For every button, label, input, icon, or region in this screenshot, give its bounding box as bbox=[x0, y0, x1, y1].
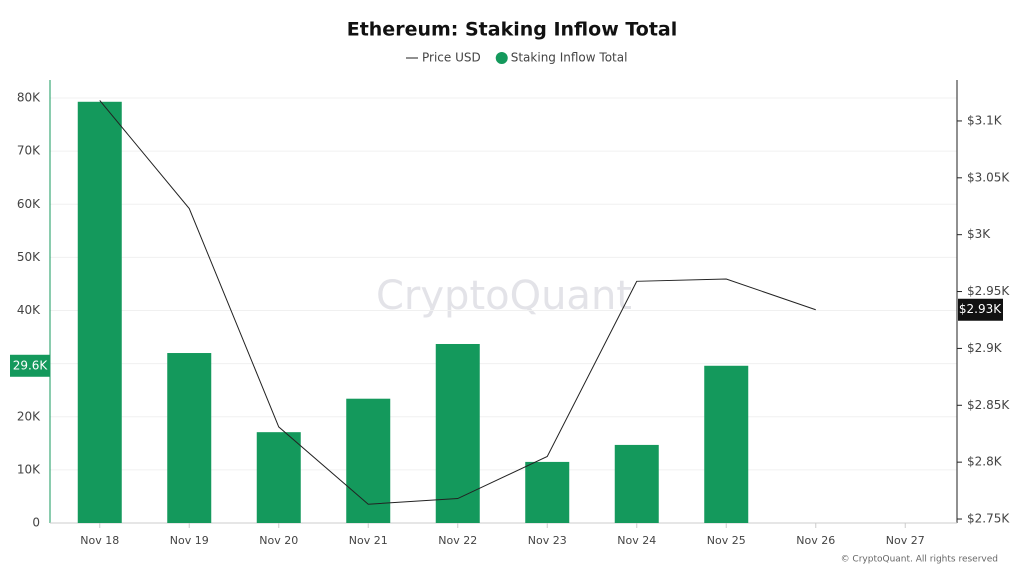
legend-label: Staking Inflow Total bbox=[511, 51, 628, 65]
x-tick-label: Nov 23 bbox=[528, 534, 567, 547]
legend-dot bbox=[495, 52, 508, 64]
y2-tick-label: $3.05K bbox=[967, 170, 1010, 184]
y2-tick-label: $2.8K bbox=[967, 455, 1003, 469]
legend: Price USD Staking Inflow Total bbox=[406, 51, 627, 65]
bar bbox=[167, 353, 212, 523]
y-tick-label: 60K bbox=[17, 197, 41, 211]
legend-label: Price USD bbox=[422, 51, 481, 65]
x-tick-label: Nov 21 bbox=[349, 534, 388, 547]
footer: © CryptoQuant. All rights reserved bbox=[841, 555, 998, 565]
price-line bbox=[99, 100, 816, 505]
axis-value-label: $2.93K bbox=[959, 302, 1002, 316]
y-tick-label: 80K bbox=[17, 91, 41, 105]
x-tick-label: Nov 26 bbox=[796, 534, 835, 547]
x-tick-label: Nov 18 bbox=[80, 534, 119, 547]
axis-value-label: 29.6K bbox=[13, 358, 49, 372]
bar bbox=[77, 101, 122, 524]
watermark: CryptoQuant bbox=[376, 273, 632, 319]
y-tick-label: 70K bbox=[17, 144, 41, 158]
y2-tick-label: $3K bbox=[967, 227, 991, 241]
bar bbox=[435, 343, 480, 523]
chart-title: Ethereum: Staking Inflow Total bbox=[347, 19, 678, 41]
y-tick-label: 40K bbox=[17, 303, 41, 317]
axis-value-marker bbox=[958, 298, 1003, 321]
bar bbox=[346, 398, 391, 523]
bar bbox=[614, 444, 659, 523]
x-tick-label: Nov 19 bbox=[170, 534, 209, 547]
y-tick-label: 50K bbox=[17, 250, 41, 264]
bar bbox=[704, 365, 749, 523]
bar bbox=[256, 432, 301, 523]
y-tick-label: 0 bbox=[32, 516, 40, 530]
axis-value-marker bbox=[10, 354, 50, 377]
x-tick-label: Nov 24 bbox=[617, 534, 656, 547]
y2-tick-label: $2.95K bbox=[967, 284, 1010, 298]
x-tick-label: Nov 25 bbox=[707, 534, 746, 547]
y-tick-label: 10K bbox=[17, 462, 41, 476]
y2-tick-label: $2.9K bbox=[967, 341, 1003, 355]
x-tick-label: Nov 22 bbox=[438, 534, 477, 547]
y-tick-label: 20K bbox=[17, 409, 41, 423]
y2-tick-label: $2.85K bbox=[967, 398, 1010, 412]
bar bbox=[525, 461, 570, 523]
x-tick-label: Nov 20 bbox=[259, 534, 298, 547]
x-tick-label: Nov 27 bbox=[886, 534, 925, 547]
y2-tick-label: $2.75K bbox=[967, 512, 1010, 526]
y2-tick-label: $3.1K bbox=[967, 113, 1003, 127]
